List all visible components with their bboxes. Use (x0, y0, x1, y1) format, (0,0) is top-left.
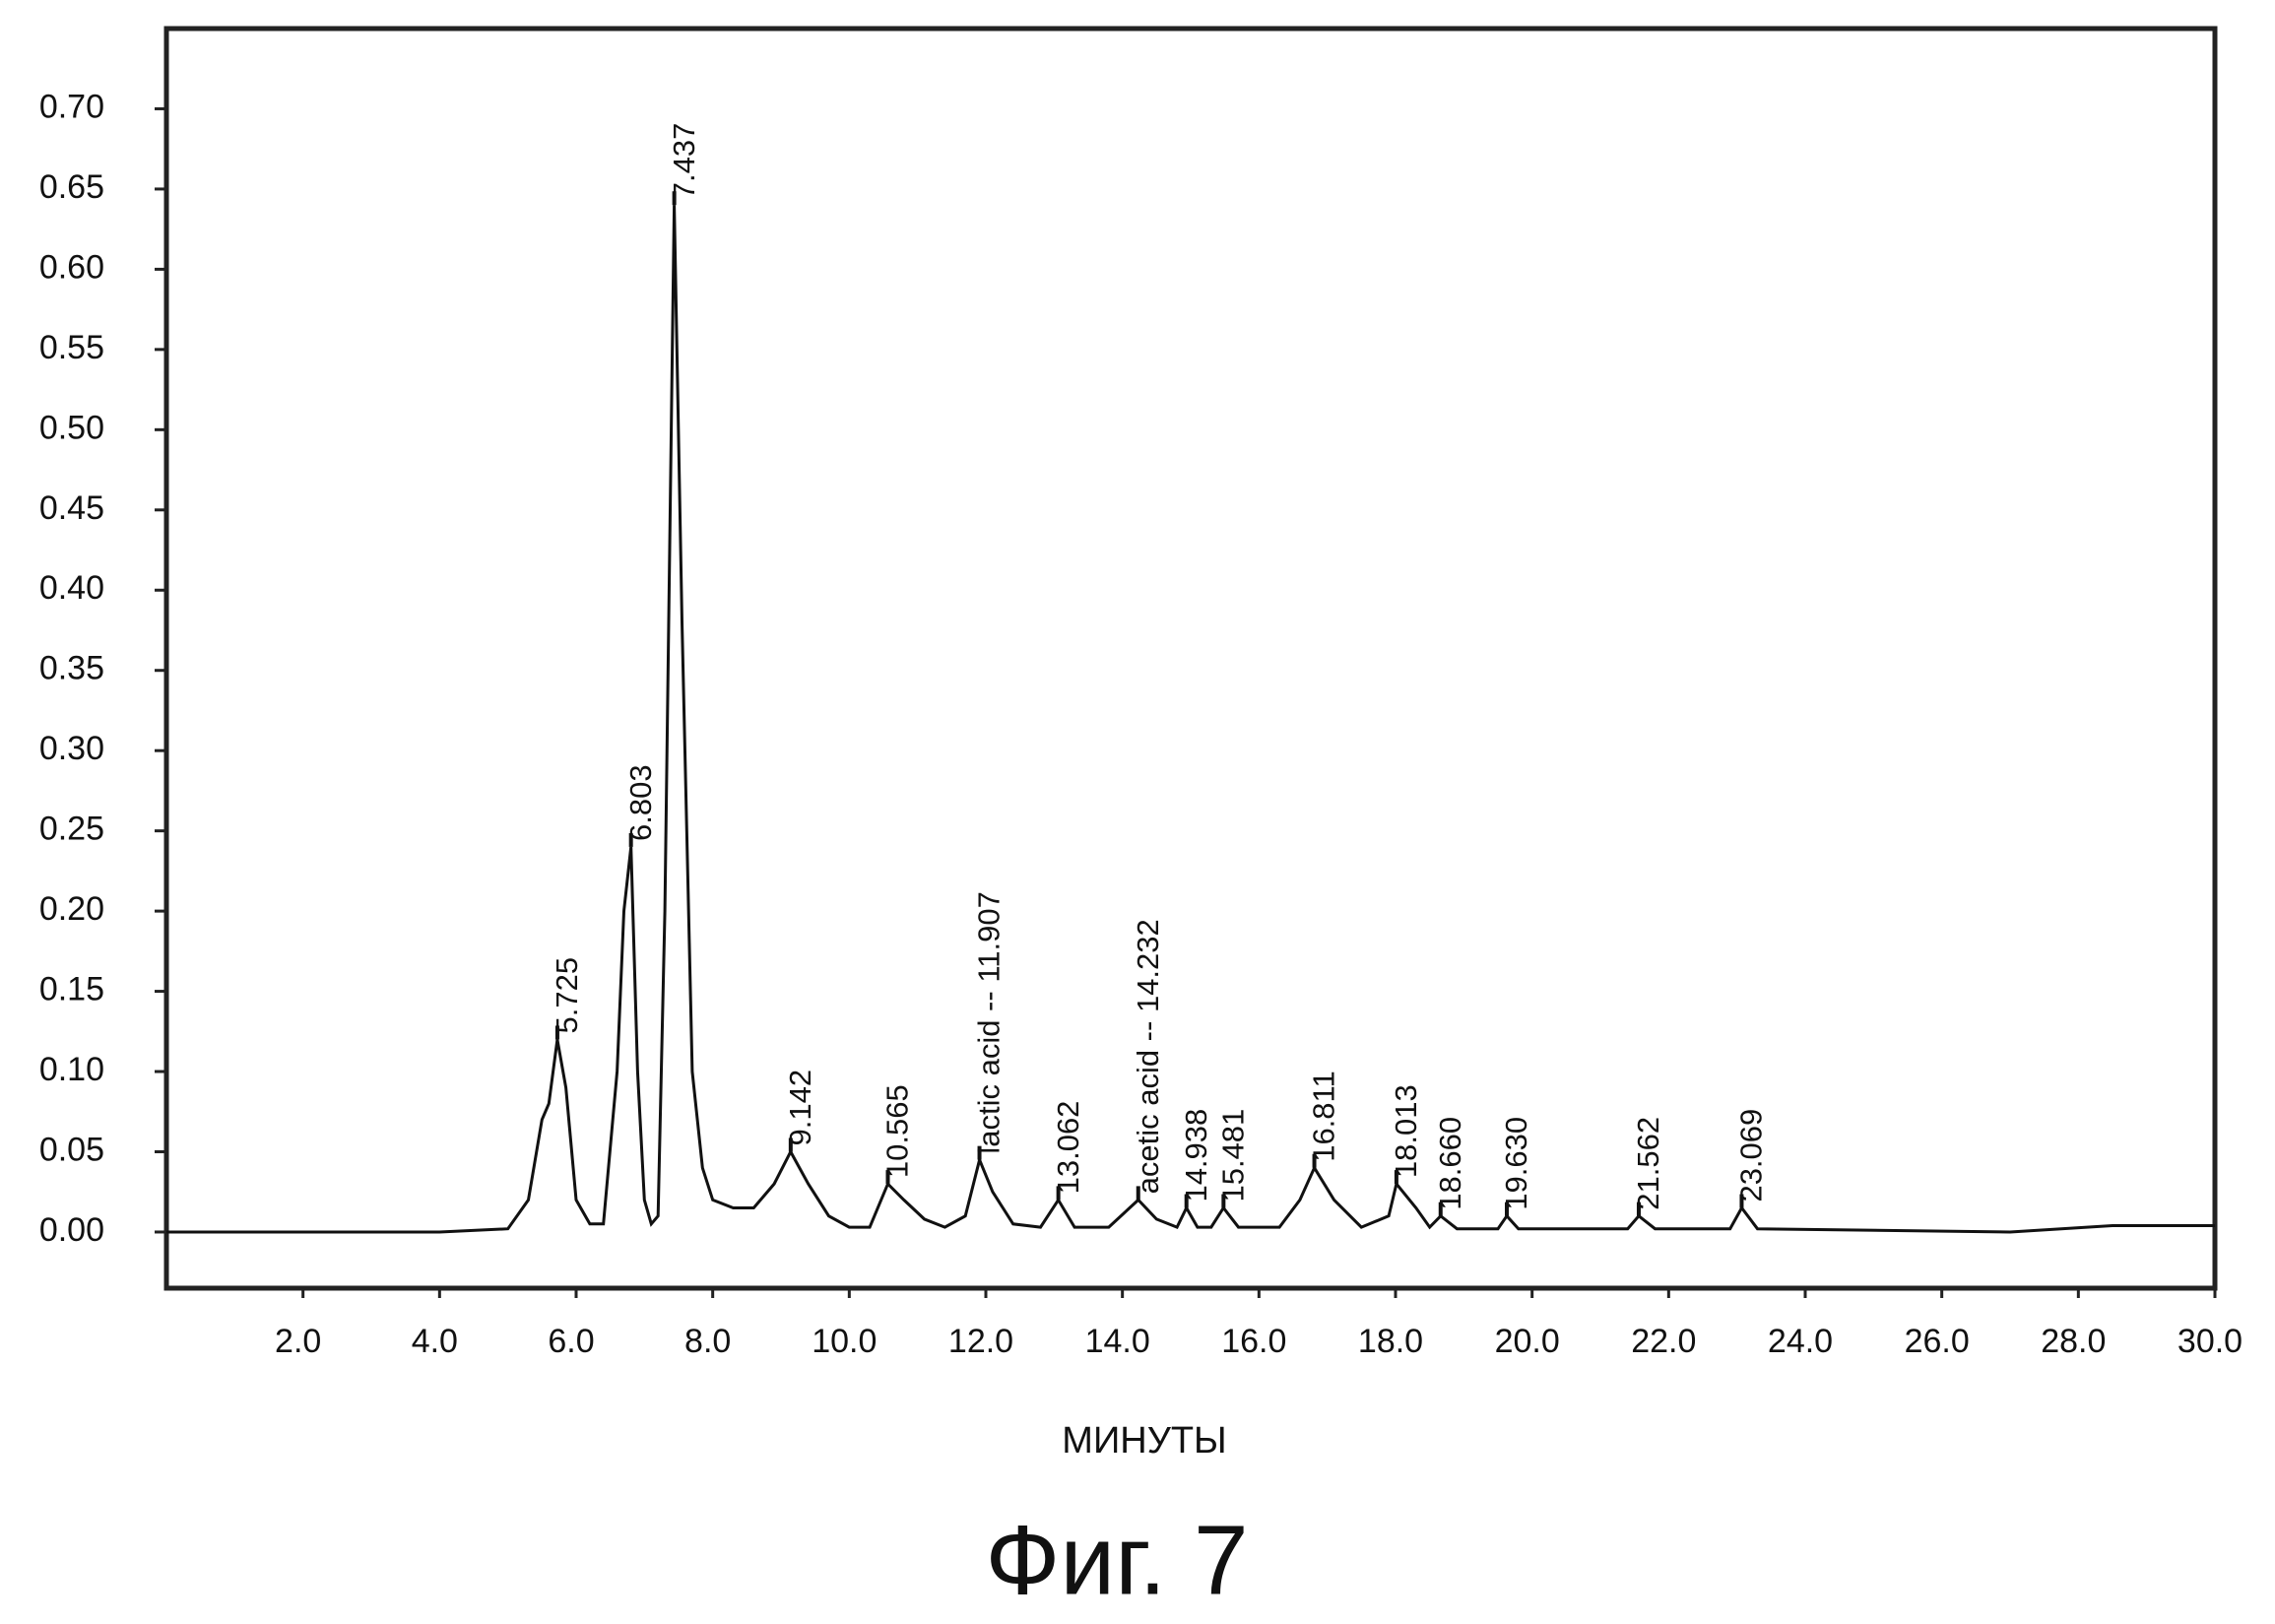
x-tick-label: 30.0 (2178, 1323, 2242, 1360)
y-tick-label: 0.10 (39, 1051, 104, 1088)
peak-label: 10.565 (880, 1084, 915, 1178)
peak-label: 18.013 (1389, 1084, 1423, 1178)
peak-label: 5.725 (550, 957, 584, 1034)
y-tick-label: 0.15 (39, 971, 104, 1008)
y-tick-label: 0.35 (39, 650, 104, 687)
y-tick-label: 0.00 (39, 1211, 104, 1249)
x-tick-label: 6.0 (548, 1323, 594, 1360)
y-tick-label: 0.20 (39, 890, 104, 928)
x-tick-label: 24.0 (1768, 1323, 1833, 1360)
x-tick-label: 18.0 (1358, 1323, 1423, 1360)
peak-label: 6.803 (623, 764, 658, 841)
peak-label: 16.811 (1307, 1071, 1341, 1162)
chromatogram-trace (166, 205, 2215, 1234)
x-tick-label: 28.0 (2041, 1323, 2106, 1360)
x-tick-label: 16.0 (1221, 1323, 1286, 1360)
y-tick-label: 0.60 (39, 248, 104, 286)
peak-label: 14.938 (1179, 1109, 1213, 1202)
x-tick-label: 4.0 (412, 1323, 458, 1360)
x-tick-label: 8.0 (684, 1323, 731, 1360)
x-tick-label: 26.0 (1905, 1323, 1970, 1360)
peak-label: 23.069 (1734, 1109, 1769, 1202)
peak-label: acetic acid -- 14.232 (1131, 919, 1165, 1194)
plot-frame (163, 26, 2218, 1291)
peak-label: 18.660 (1433, 1117, 1467, 1210)
peak-label: 19.630 (1499, 1117, 1533, 1210)
x-tick-label: 2.0 (275, 1323, 321, 1360)
y-tick-label: 0.25 (39, 811, 104, 848)
y-tick-label: 0.05 (39, 1131, 104, 1168)
peak-label: lactic acid -- 11.907 (972, 891, 1007, 1154)
y-tick-label: 0.40 (39, 569, 104, 607)
y-tick-label: 0.70 (39, 88, 104, 125)
y-tick-label: 0.30 (39, 730, 104, 767)
x-tick-label: 22.0 (1631, 1323, 1696, 1360)
x-tick-label: 10.0 (812, 1323, 877, 1360)
y-tick-label: 0.65 (39, 168, 104, 206)
y-tick-label: 0.50 (39, 409, 104, 446)
peak-label: 9.142 (783, 1070, 817, 1146)
x-tick-label: 20.0 (1495, 1323, 1560, 1360)
x-axis-label: МИНУТЫ (1062, 1420, 1226, 1462)
y-tick-label: 0.55 (39, 329, 104, 366)
x-tick-label: 14.0 (1085, 1323, 1150, 1360)
chart-title: Фиг. 7 (985, 1505, 1248, 1615)
peak-label: 21.562 (1631, 1117, 1665, 1210)
peak-label: 13.062 (1051, 1101, 1085, 1195)
y-tick-label: 0.45 (39, 489, 104, 527)
peak-label: 15.481 (1216, 1109, 1251, 1202)
peak-label: 7.437 (667, 123, 701, 200)
x-tick-label: 12.0 (948, 1323, 1013, 1360)
